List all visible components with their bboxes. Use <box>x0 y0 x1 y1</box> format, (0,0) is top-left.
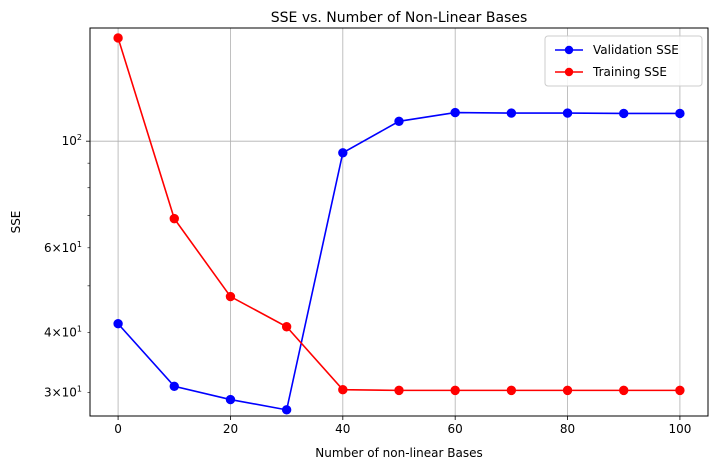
data-point <box>113 33 123 43</box>
data-point <box>169 213 179 224</box>
data-point <box>506 385 517 396</box>
data-point <box>562 108 573 118</box>
data-point <box>113 319 123 329</box>
grid <box>90 28 708 416</box>
legend-marker <box>564 45 574 55</box>
data-point <box>450 385 460 396</box>
data-point <box>506 108 517 118</box>
x-tick-label: 80 <box>560 422 575 436</box>
y-tick-label: 102 <box>62 133 82 148</box>
legend-marker <box>564 67 574 77</box>
data-point <box>619 108 629 119</box>
chart-title: SSE vs. Number of Non-Linear Bases <box>271 10 528 26</box>
x-axis-label: Number of non-linear Bases <box>315 446 483 460</box>
data-point <box>338 148 348 158</box>
x-tick-label: 60 <box>448 422 463 436</box>
data-point <box>394 385 404 396</box>
data-point <box>619 385 629 396</box>
data-point <box>281 322 292 332</box>
x-tick-label: 100 <box>668 422 691 436</box>
data-point <box>225 394 236 405</box>
y-tick-label: 4×101 <box>44 324 82 339</box>
x-tick-label: 0 <box>114 422 122 436</box>
data-point <box>281 405 292 415</box>
legend-label: Validation SSE <box>593 43 679 57</box>
series-layer <box>113 33 685 415</box>
data-point <box>338 384 348 395</box>
data-point <box>225 291 236 302</box>
axis-ticks: 0 20 40 60 80 100 102 3×101 4×101 6×101 <box>44 133 691 436</box>
y-axis-label: SSE <box>9 211 23 234</box>
plot-frame <box>89 27 709 417</box>
legend-box <box>544 35 703 87</box>
legend-label: Training SSE <box>592 65 667 79</box>
x-tick-label: 20 <box>223 422 238 436</box>
x-tick-label: 40 <box>335 422 350 436</box>
y-tick-label: 3×101 <box>44 384 82 399</box>
data-point <box>169 381 179 391</box>
y-tick-label: 6×101 <box>44 240 82 255</box>
data-point <box>450 107 460 118</box>
legend: Validation SSE Training SSE <box>544 35 703 87</box>
data-point <box>675 108 685 119</box>
data-point <box>562 385 573 396</box>
data-point <box>675 385 685 396</box>
data-point <box>394 116 404 126</box>
